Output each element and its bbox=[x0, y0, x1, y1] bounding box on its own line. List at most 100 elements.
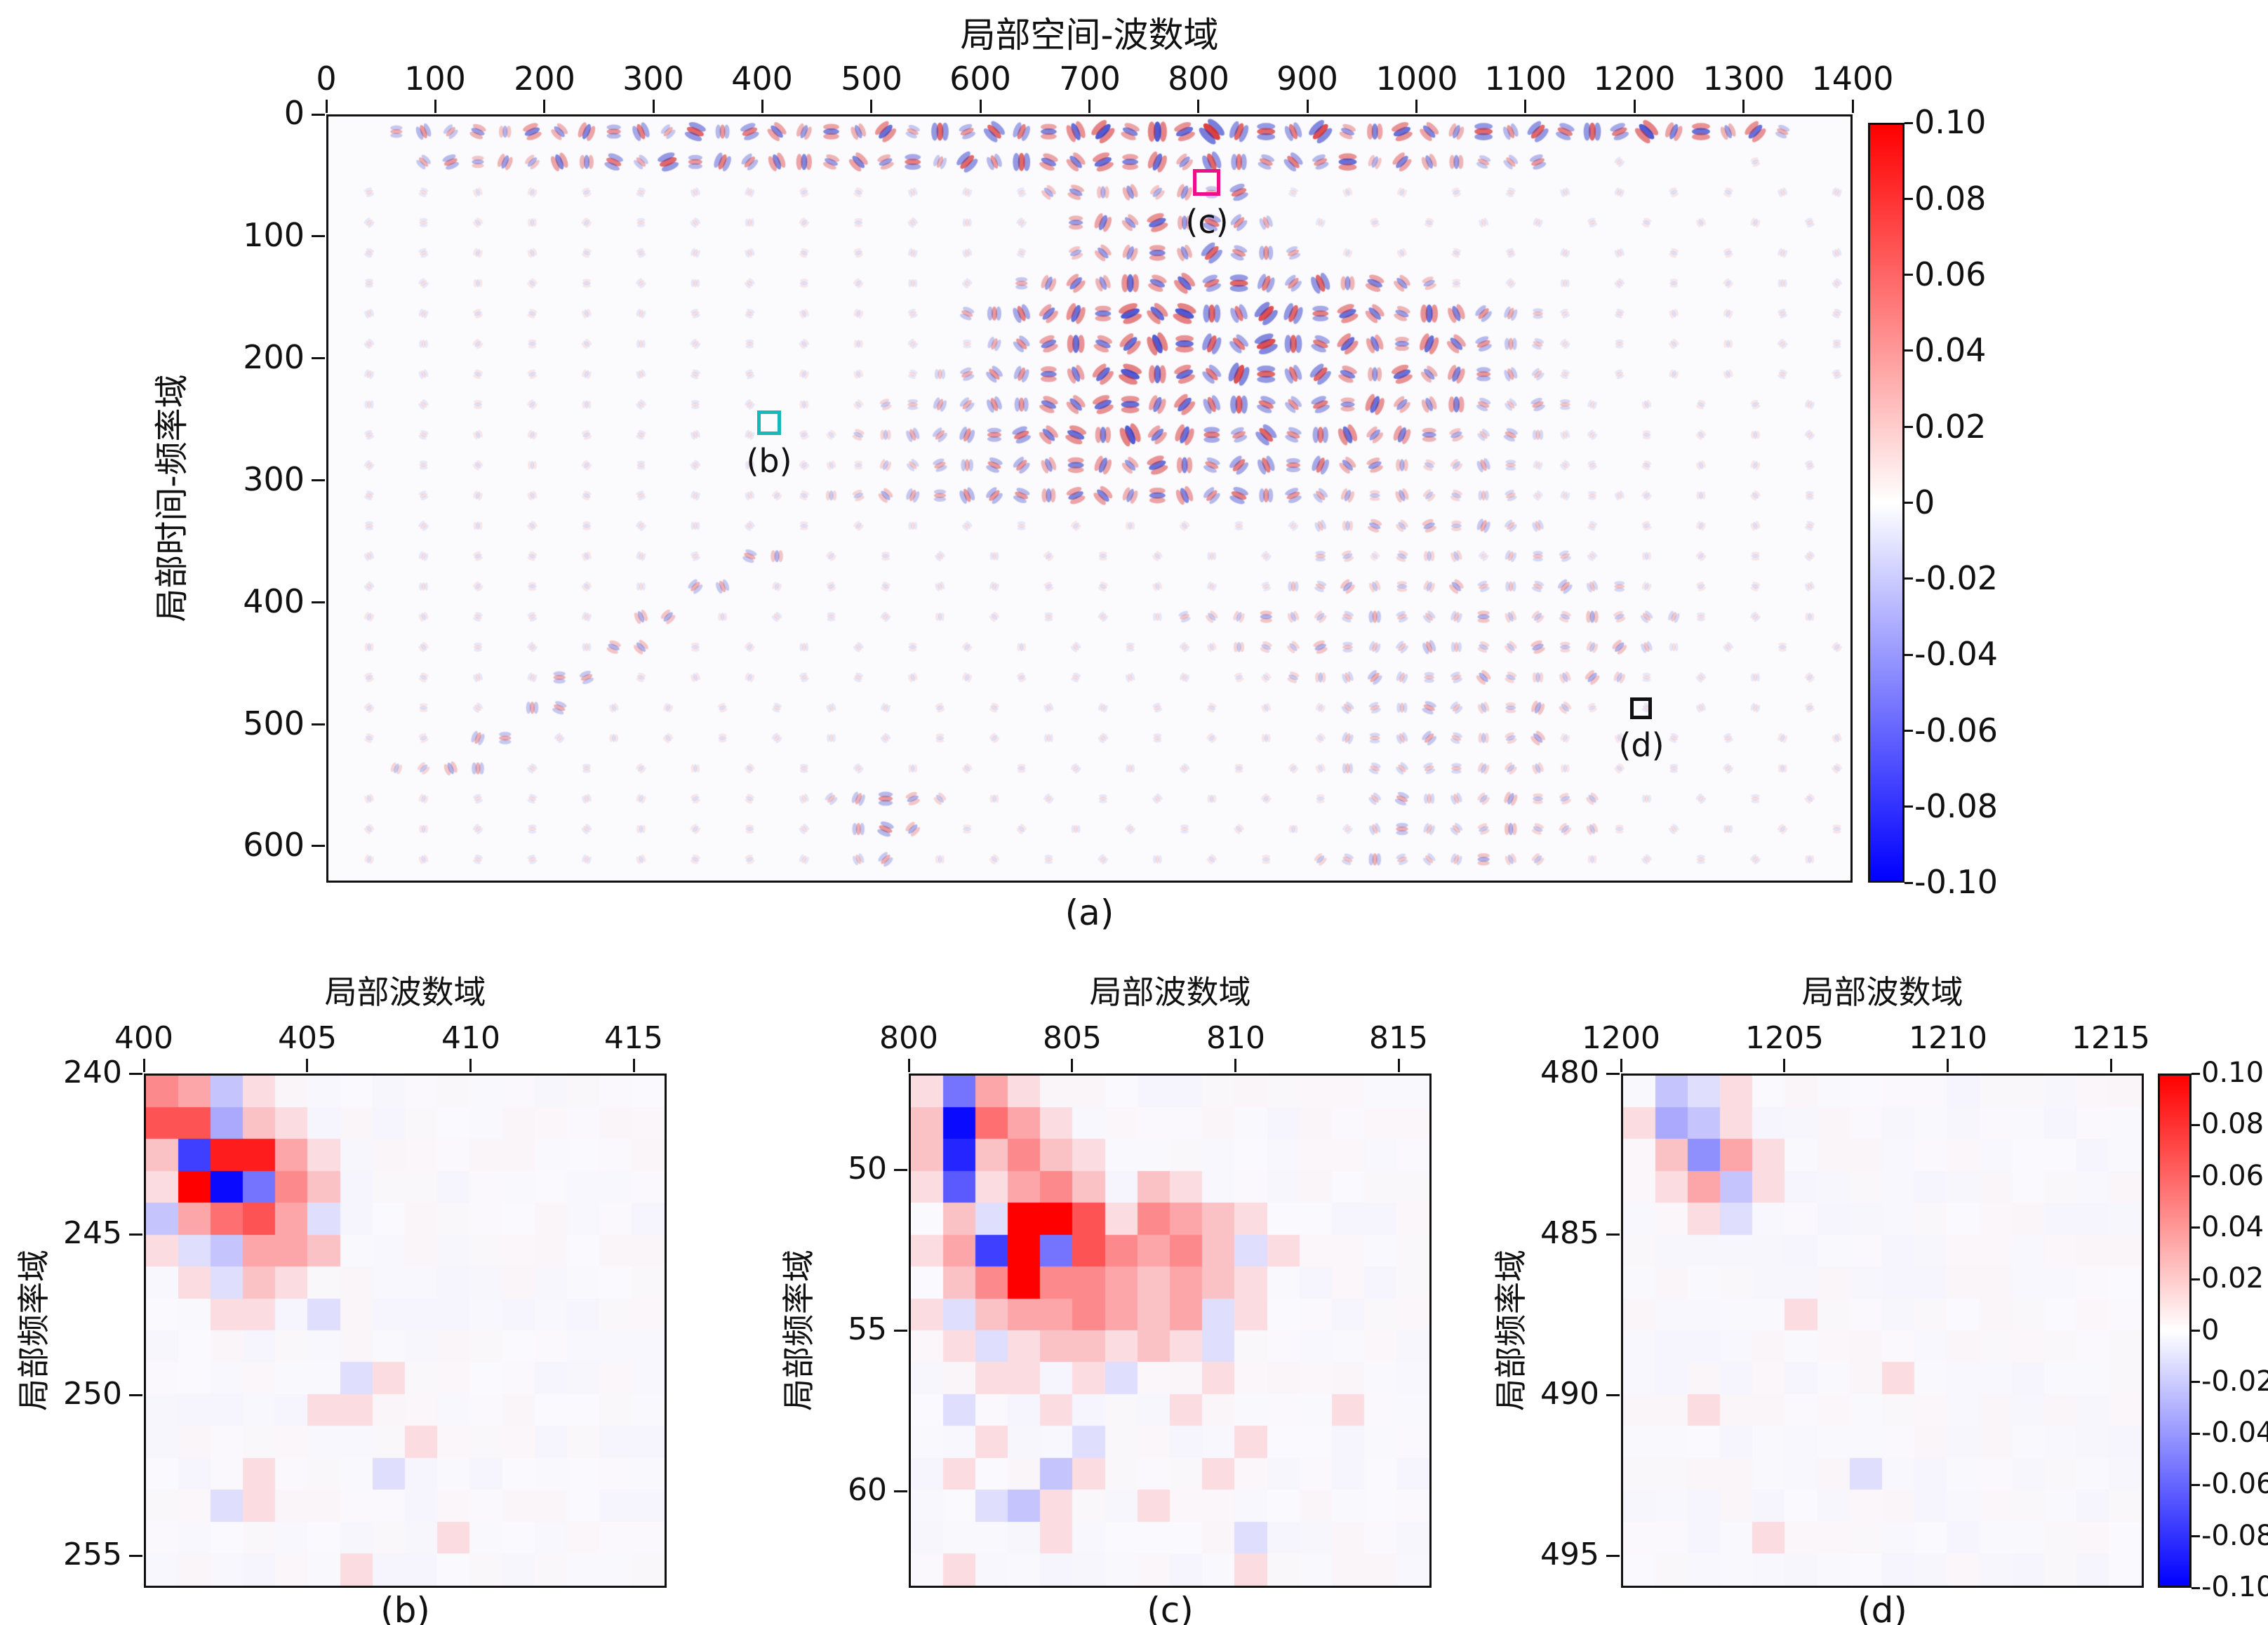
colorbar-tick-label: 0.04 bbox=[1914, 331, 1987, 369]
y-tick-mark bbox=[129, 1233, 142, 1236]
colorbar-tick-label: 0.08 bbox=[1914, 180, 1987, 218]
y-tick-mark bbox=[129, 1555, 142, 1557]
colorbar-tick-mark bbox=[2192, 1433, 2200, 1435]
colorbar-tick-mark bbox=[1905, 577, 1913, 580]
x-tick-label: 1200 bbox=[1582, 1020, 1660, 1056]
caption-c: (c) bbox=[1147, 1590, 1194, 1625]
x-tick-mark bbox=[633, 1059, 635, 1072]
x-tick-label: 1210 bbox=[1909, 1020, 1987, 1056]
main-heatmap-plot bbox=[326, 114, 1853, 883]
x-tick-mark bbox=[2110, 1059, 2112, 1072]
y-tick-mark bbox=[894, 1490, 907, 1492]
colorbar-tick-mark bbox=[2192, 1535, 2200, 1537]
x-tick-label: 700 bbox=[1059, 60, 1121, 98]
y-tick-label: 400 bbox=[243, 582, 305, 620]
colorbar-tick-label: 0.10 bbox=[2201, 1057, 2264, 1089]
x-tick-label: 400 bbox=[731, 60, 793, 98]
y-tick-mark bbox=[312, 845, 325, 847]
colorbar-tick-label: -0.02 bbox=[1914, 559, 1999, 597]
colorbar-tick-mark bbox=[2192, 1484, 2200, 1486]
colorbar-tick-label: 0.06 bbox=[1914, 255, 1987, 293]
colorbar-tick-label: 0.04 bbox=[2201, 1211, 2264, 1243]
y-tick-mark bbox=[312, 235, 325, 237]
colorbar-tick-mark bbox=[1905, 274, 1913, 276]
x-tick-mark bbox=[469, 1059, 472, 1072]
y-tick-label: 100 bbox=[243, 216, 305, 254]
zoom-panel-d bbox=[1621, 1074, 2144, 1588]
x-tick-label: 100 bbox=[404, 60, 466, 98]
zoom-region-label-b: (b) bbox=[746, 442, 792, 480]
colorbar-tick-mark bbox=[1905, 654, 1913, 656]
y-tick-mark bbox=[129, 1394, 142, 1396]
x-tick-label: 0 bbox=[316, 60, 337, 98]
x-tick-mark bbox=[1398, 1059, 1400, 1072]
x-tick-mark bbox=[1620, 1059, 1622, 1072]
colorbar-tick-mark bbox=[2192, 1073, 2200, 1075]
main-heatmap-plot-canvas bbox=[328, 116, 1850, 881]
x-tick-label: 800 bbox=[879, 1020, 938, 1056]
y-tick-label: 480 bbox=[1540, 1055, 1599, 1090]
x-tick-mark bbox=[306, 1059, 308, 1072]
y-tick-mark bbox=[1606, 1394, 1620, 1396]
x-tick-label: 805 bbox=[1043, 1020, 1102, 1056]
caption-a: (a) bbox=[1065, 892, 1114, 933]
x-tick-mark bbox=[434, 100, 436, 113]
colorbar-tick-mark bbox=[1905, 882, 1913, 884]
y-tick-label: 55 bbox=[848, 1311, 887, 1347]
zoom-panel-c-canvas bbox=[911, 1076, 1429, 1586]
zoom-panel-b bbox=[144, 1074, 667, 1588]
y-tick-mark bbox=[894, 1169, 907, 1171]
zoom-region-box-c bbox=[1193, 169, 1220, 196]
y-tick-mark bbox=[894, 1330, 907, 1332]
x-tick-mark bbox=[143, 1059, 145, 1072]
y-tick-label: 250 bbox=[63, 1376, 122, 1412]
y-tick-label: 300 bbox=[243, 460, 305, 498]
x-tick-mark bbox=[761, 100, 763, 113]
colorbar-tick-mark bbox=[1905, 805, 1913, 808]
x-tick-label: 1200 bbox=[1593, 60, 1676, 98]
x-tick-label: 300 bbox=[622, 60, 684, 98]
x-tick-mark bbox=[1783, 1059, 1785, 1072]
main-colorbar bbox=[1868, 123, 1905, 883]
colorbar-tick-label: -0.04 bbox=[2201, 1417, 2268, 1449]
zoom-panel-d-canvas bbox=[1623, 1076, 2142, 1586]
caption-d: (d) bbox=[1857, 1590, 1907, 1625]
y-tick-mark bbox=[1606, 1073, 1620, 1075]
colorbar-tick-label: -0.08 bbox=[1914, 787, 1999, 825]
y-tick-mark bbox=[312, 479, 325, 481]
x-tick-label: 810 bbox=[1206, 1020, 1265, 1056]
colorbar-tick-label: -0.02 bbox=[2201, 1365, 2268, 1398]
y-tick-label: 490 bbox=[1540, 1376, 1599, 1412]
colorbar-tick-label: 0.08 bbox=[2201, 1108, 2264, 1140]
x-tick-mark bbox=[653, 100, 655, 113]
x-tick-mark bbox=[870, 100, 872, 113]
colorbar-tick-label: 0.06 bbox=[2201, 1160, 2264, 1192]
x-tick-label: 500 bbox=[841, 60, 902, 98]
colorbar-tick-mark bbox=[2192, 1175, 2200, 1177]
colorbar-tick-label: -0.06 bbox=[1914, 711, 1999, 749]
colorbar-tick-label: -0.10 bbox=[1914, 863, 1999, 901]
y-tick-mark bbox=[312, 357, 325, 359]
colorbar-tick-label: -0.04 bbox=[1914, 635, 1999, 673]
zoom-region-box-d bbox=[1630, 697, 1652, 719]
colorbar-tick-mark bbox=[2192, 1278, 2200, 1280]
x-tick-label: 1205 bbox=[1745, 1020, 1824, 1056]
x-tick-label: 815 bbox=[1369, 1020, 1428, 1056]
x-tick-mark bbox=[1634, 100, 1636, 113]
colorbar-tick-mark bbox=[1905, 122, 1913, 124]
x-tick-label: 405 bbox=[278, 1020, 337, 1056]
colorbar-tick-label: -0.08 bbox=[2201, 1520, 2268, 1552]
colorbar-tick-mark bbox=[2192, 1124, 2200, 1126]
main-x-axis-title: 局部空间-波数域 bbox=[960, 15, 1219, 55]
colorbar-tick-mark bbox=[1905, 349, 1913, 352]
y-tick-label: 255 bbox=[63, 1537, 122, 1572]
y-tick-label: 245 bbox=[63, 1215, 122, 1251]
colorbar-tick-label: 0 bbox=[2201, 1314, 2220, 1346]
colorbar-tick-mark bbox=[2192, 1587, 2200, 1589]
bottom-colorbar bbox=[2158, 1074, 2192, 1588]
y-tick-label: 495 bbox=[1540, 1537, 1599, 1572]
colorbar-tick-mark bbox=[2192, 1330, 2200, 1332]
colorbar-tick-mark bbox=[2192, 1226, 2200, 1229]
x-tick-label: 415 bbox=[604, 1020, 663, 1056]
panel-c-x-axis-title: 局部波数域 bbox=[1089, 973, 1251, 1011]
